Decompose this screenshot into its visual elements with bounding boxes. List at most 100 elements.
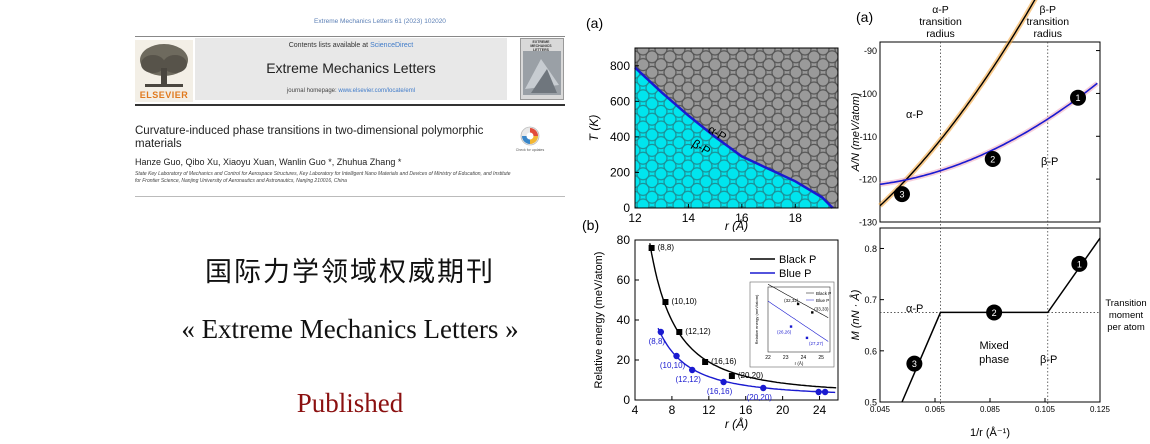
inset-point-label: (26,26)	[777, 330, 792, 335]
alpha-band	[878, 0, 1038, 208]
region-label-mixed: phase	[979, 354, 1009, 366]
panel-label: (b)	[582, 217, 599, 233]
x-axis-label: r (Å)	[725, 416, 748, 431]
data-label: (12,12)	[676, 375, 702, 384]
free-energy-moment-chart: (a) α-Ptransitionradiusβ-Ptransitionradi…	[849, 0, 1147, 439]
plateau-annotation: per atom	[1107, 322, 1145, 333]
state-marker-label: 3	[912, 359, 917, 369]
inset-legend-label: Black P	[816, 291, 831, 296]
transition-label: transition	[919, 16, 962, 28]
homepage-link[interactable]: www.elsevier.com/locate/eml	[338, 88, 416, 94]
homepage-prefix: journal homepage:	[286, 88, 339, 94]
alpha-region	[635, 48, 838, 208]
data-label: (16,16)	[707, 387, 733, 396]
y-tick-label: 0	[623, 393, 630, 407]
inset-x-axis-label: r (Å)	[795, 360, 804, 366]
data-label: (8,8)	[649, 337, 666, 346]
inset-curve-blue	[767, 300, 829, 342]
state-marker	[1070, 89, 1086, 106]
y-tick-label: 200	[610, 165, 630, 179]
journal-header-band	[195, 38, 507, 100]
moment-curve	[901, 237, 1101, 403]
inset-plot-frame	[767, 286, 831, 353]
y-tick-label: 600	[610, 94, 630, 108]
beta-region	[635, 67, 838, 208]
y-axis-label: T (K)	[587, 115, 601, 142]
check-for-updates-label: Check for updates	[515, 148, 545, 152]
transition-label: radius	[926, 28, 955, 40]
data-point	[815, 388, 822, 396]
plot-frame	[634, 47, 839, 209]
state-marker-label: 2	[990, 155, 995, 165]
data-point	[689, 366, 696, 374]
fit-curve-blue-p	[657, 327, 836, 394]
transition-label: β-P	[1039, 4, 1056, 16]
data-label: (20,20)	[747, 393, 773, 402]
journal-reference: Extreme Mechanics Letters 61 (2023) 1020…	[314, 18, 446, 25]
contents-line: Contents lists available at ScienceDirec…	[195, 42, 507, 49]
panel-label: (a)	[856, 9, 873, 25]
y-tick-label: -130	[859, 218, 877, 228]
x-tick-label: 24	[813, 403, 827, 417]
data-point	[673, 352, 680, 360]
elsevier-wordmark: ELSEVIER	[139, 90, 189, 100]
data-point	[648, 245, 655, 251]
sciencedirect-link[interactable]: ScienceDirect	[370, 42, 414, 49]
data-point	[720, 378, 727, 386]
data-point	[760, 384, 767, 392]
state-marker	[894, 186, 910, 203]
state-marker-label: 2	[992, 308, 997, 318]
author-list: Hanze Guo, Qibo Xu, Xiaoyu Xuan, Wanlin …	[135, 157, 402, 167]
affiliation: State Key Laboratory of Mechanics and Co…	[135, 171, 511, 184]
y-tick-label: 40	[617, 313, 631, 327]
x-tick-label: 16	[735, 211, 749, 225]
x-axis-label: r (Å)	[725, 218, 748, 232]
x-tick-label: 12	[628, 211, 642, 225]
x-tick-label: 16	[739, 403, 753, 417]
inset-x-tick-label: 22	[765, 355, 771, 361]
data-point	[728, 373, 735, 379]
journal-tagline-zh: 国际力学领域权威期刊	[205, 257, 495, 288]
panel-label: (a)	[586, 15, 603, 31]
data-label: (10,10)	[671, 297, 697, 306]
x-tick-label: 4	[632, 403, 639, 417]
inset-point	[811, 311, 814, 314]
data-label: (12,12)	[685, 327, 711, 336]
region-label-mixed: Mixed	[979, 340, 1008, 352]
state-marker-label: 1	[1077, 259, 1082, 269]
data-label: (20,20)	[738, 371, 764, 380]
inset-x-tick-label: 25	[818, 355, 824, 361]
transition-label: α-P	[932, 4, 949, 16]
contents-prefix: Contents lists available at	[288, 42, 371, 49]
title-rule	[135, 104, 565, 106]
y-tick-label: 800	[610, 59, 630, 73]
inset-point	[805, 336, 809, 340]
data-point	[821, 388, 829, 396]
publication-status: Published	[296, 388, 404, 418]
data-label: (16,16)	[711, 357, 737, 366]
plateau-annotation: moment	[1109, 310, 1144, 321]
y-tick-label: 60	[617, 273, 631, 287]
journal-name: Extreme Mechanics Letters	[266, 60, 436, 76]
inset-point	[789, 325, 793, 328]
paper-title: Curvature-induced phase transitions in t…	[135, 125, 484, 150]
transition-label: radius	[1033, 28, 1062, 40]
inset-y-axis-label: Relative energy (meV/atom)	[754, 294, 759, 344]
data-point	[662, 299, 669, 305]
check-for-updates-icon[interactable]	[520, 126, 540, 148]
y-axis-label: Relative energy (meV/atom)	[593, 252, 605, 389]
y-tick-label: 0.8	[864, 244, 877, 254]
region-label-alpha: α-P	[906, 109, 923, 121]
inset-x-tick-label: 24	[801, 355, 807, 361]
x-tick-label: 18	[789, 211, 803, 225]
x-tick-label: 20	[776, 403, 790, 417]
inset-curve-black	[767, 283, 829, 319]
fit-curve-black-p	[649, 243, 837, 389]
relative-energy-chart: (b) (8,8)(10,10)(12,12)(16,16)(20,20)(8,…	[582, 217, 839, 431]
state-marker	[906, 355, 923, 372]
x-tick-label: 14	[682, 211, 696, 225]
y-tick-label: -110	[860, 132, 877, 142]
y-axis-label: A/N (meV/atom)	[850, 92, 862, 172]
y-tick-label: 0.7	[864, 295, 877, 305]
